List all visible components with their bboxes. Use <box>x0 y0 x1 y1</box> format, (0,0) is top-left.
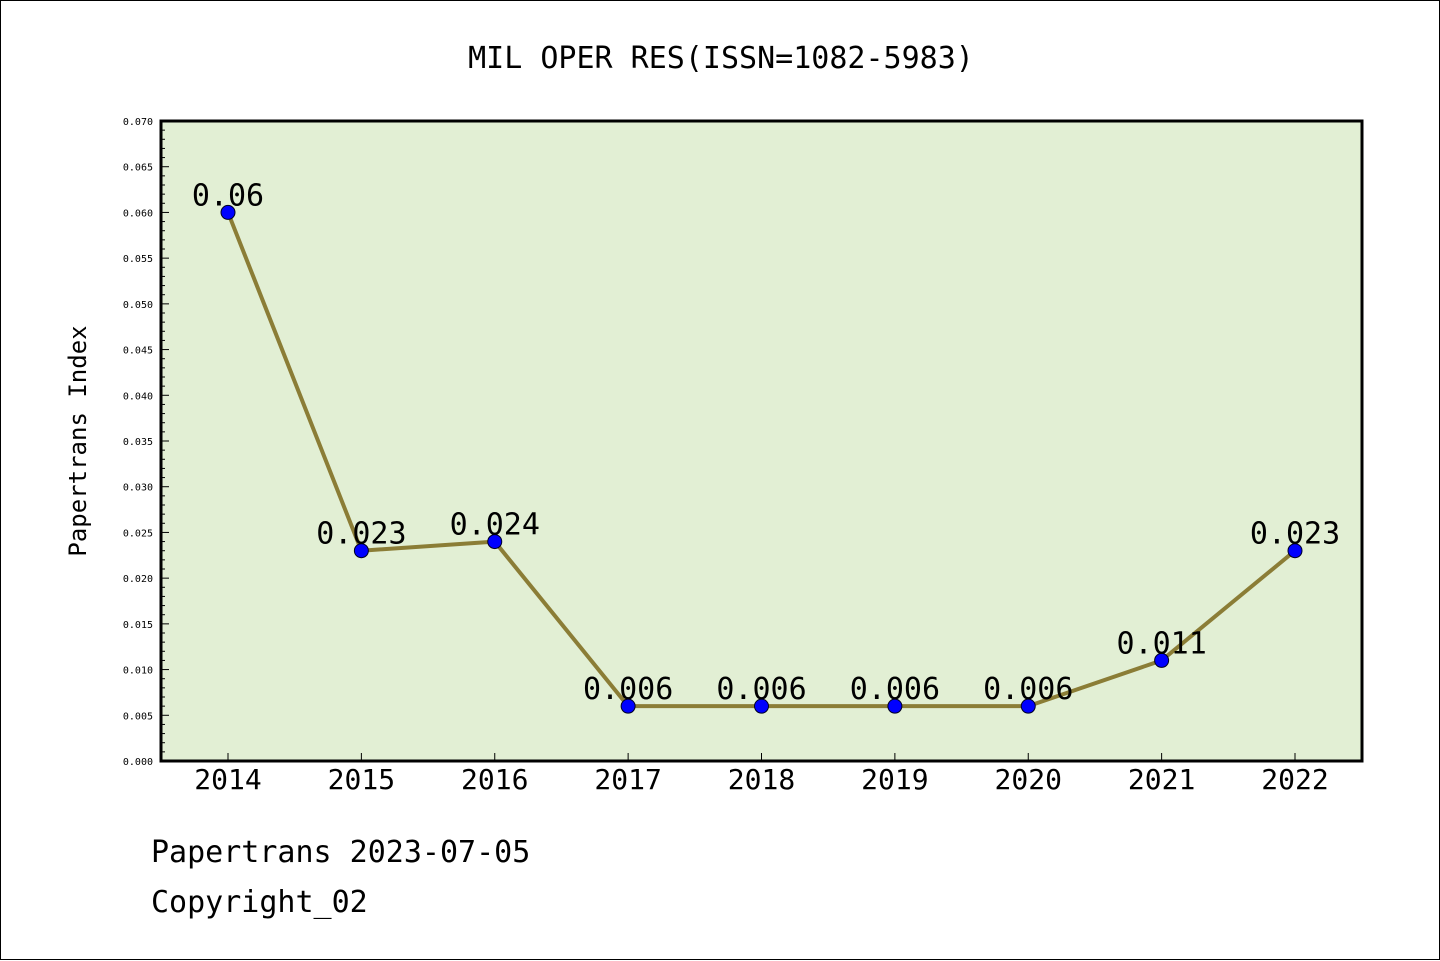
data-point-marker <box>487 534 503 550</box>
x-tick-label: 2015 <box>328 763 395 796</box>
data-point-marker <box>887 698 903 714</box>
y-tick-label: 0.010 <box>123 666 153 677</box>
data-point-marker <box>1287 543 1303 559</box>
y-tick-label: 0.030 <box>123 483 153 494</box>
data-point-marker <box>353 543 369 559</box>
data-point-marker <box>1020 698 1036 714</box>
x-tick-label: 2020 <box>995 763 1062 796</box>
data-label: 0.006 <box>983 672 1073 707</box>
x-tick-label: 2016 <box>461 763 528 796</box>
y-tick-label: 0.025 <box>123 528 153 539</box>
x-tick-label: 2017 <box>594 763 661 796</box>
plot-area <box>161 121 1362 761</box>
footer-copyright-text: Copyright_02 <box>151 885 368 920</box>
data-label: 0.006 <box>583 672 673 707</box>
x-tick-label: 2021 <box>1128 763 1195 796</box>
y-tick-label: 0.015 <box>123 620 153 631</box>
y-tick-label: 0.035 <box>123 437 153 448</box>
chart-title: MIL OPER RES(ISSN=1082-5983) <box>468 41 974 76</box>
plot-frame <box>159 119 1364 763</box>
data-point-marker <box>220 204 236 220</box>
data-point-marker <box>620 698 636 714</box>
data-point-marker <box>754 698 769 714</box>
data-label: 0.06 <box>192 178 264 213</box>
data-label: 0.006 <box>716 672 806 707</box>
y-tick-label: 0.065 <box>123 163 153 174</box>
data-label: 0.011 <box>1116 626 1206 661</box>
data-label: 0.006 <box>850 672 940 707</box>
y-tick-label: 0.000 <box>123 757 153 768</box>
data-label: 0.023 <box>1250 517 1340 552</box>
x-tick-label: 2018 <box>728 763 795 796</box>
x-tick-label: 2014 <box>194 763 261 796</box>
data-label: 0.024 <box>450 508 540 543</box>
y-tick-label: 0.055 <box>123 254 153 265</box>
data-label: 0.023 <box>316 517 406 552</box>
footer-source-text: Papertrans 2023-07-05 <box>151 835 531 870</box>
x-tick-label: 2022 <box>1261 763 1328 796</box>
y-tick-label: 0.050 <box>123 300 153 311</box>
y-tick-label: 0.040 <box>123 391 153 402</box>
y-tick-label: 0.045 <box>123 346 153 357</box>
y-tick-label: 0.060 <box>123 208 153 219</box>
y-tick-label: 0.005 <box>123 711 153 722</box>
y-tick-label: 0.020 <box>123 574 153 585</box>
y-axis-label: Papertrans Index <box>64 325 92 556</box>
data-point-marker <box>1154 652 1170 668</box>
y-tick-label: 0.070 <box>123 117 153 128</box>
x-tick-label: 2019 <box>861 763 928 796</box>
